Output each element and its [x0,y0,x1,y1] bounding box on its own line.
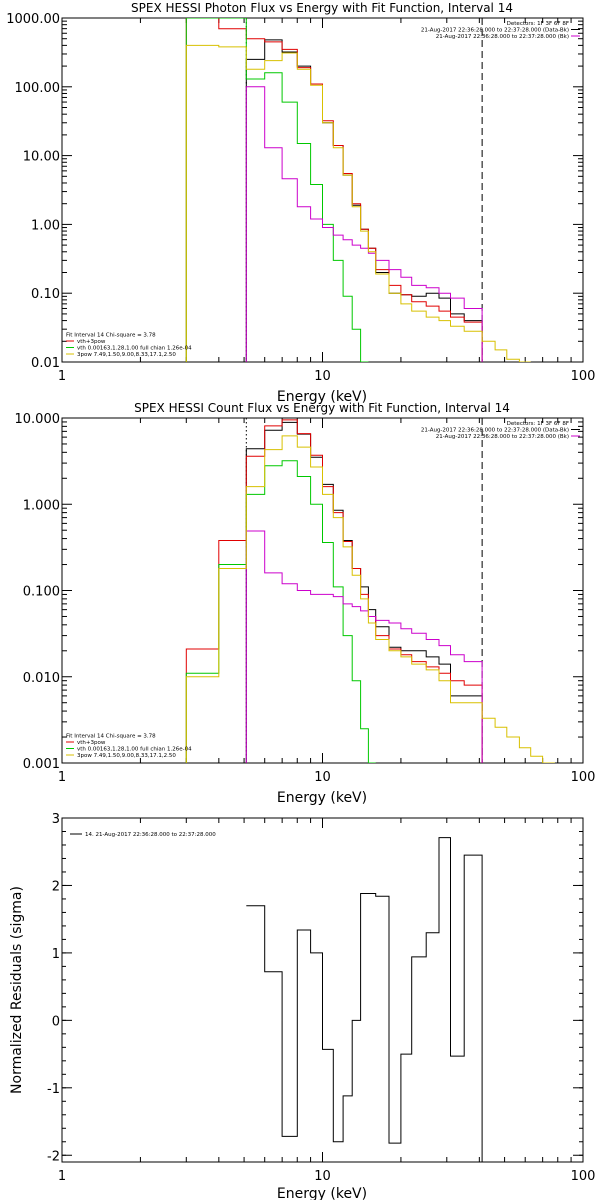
photon-flux-y-tick-label: 1000.00 [6,12,60,27]
count-flux-x-tick-label: 100 [571,770,596,785]
count-flux-series-1-line [185,419,483,763]
count-flux-series-2-line [185,460,376,763]
photon-flux-title: SPEX HESSI Photon Flux vs Energy with Fi… [131,1,513,15]
count-flux-info-text: 21-Aug-2017 22:36:28.000 to 22:37:28.000… [436,434,569,440]
count-flux-y-tick-label: 1.000 [23,498,60,513]
photon-flux-y-tick-label: 10.00 [23,150,60,165]
count-flux-legend-text: 3pow 7.49,1.50,9.00,8.33,17.1,2.50 [77,753,176,759]
count-flux-y-tick-label: 0.100 [23,585,60,600]
residuals-y-tick-label: -2 [47,1149,60,1164]
count-flux-y-tick-label: 0.001 [23,757,60,772]
residuals-y-axis-label: Normalized Residuals (sigma) [9,886,25,1094]
photon-flux-y-tick-label: 100.00 [15,81,61,96]
photon-flux-series-1-line [185,18,483,362]
photon-flux-panel: SPEX HESSI Photon Flux vs Energy with Fi… [6,1,595,405]
count-flux-series-4-line [185,435,555,763]
count-flux-y-tick-label: 0.010 [23,671,60,686]
photon-flux-x-axis-label: Energy (keV) [277,389,367,405]
residuals-y-tick-label: 1 [52,947,60,962]
photon-flux-series-2-line [185,18,369,362]
photon-flux-legend-text: vth 0.00163,1.28,1.00 full chian 1.26e-0… [77,346,192,352]
count-flux-series-group [185,419,555,763]
photon-flux-x-tick-label: 100 [571,369,596,384]
residuals-x-axis-label: Energy (keV) [277,1186,367,1200]
count-flux-y-tick-label: 10.000 [15,412,61,427]
count-flux-title: SPEX HESSI Count Flux vs Energy with Fit… [134,401,510,415]
residuals-y-tick-label: 3 [52,812,60,827]
photon-flux-legend-text: vth+3pow [77,339,106,345]
count-flux-info-text: 21-Aug-2017 22:36:28.000 to 22:37:28.000… [421,428,569,434]
count-flux-legend-header: Fit Interval 14 Chi-square = 3.78 [66,734,156,740]
photon-flux-info-text: 21-Aug-2017 22:36:28.000 to 22:37:28.000… [436,34,569,40]
residuals-panel: 1 10 100 -2 -1 0 1 2 3 14. 21-Aug-2017 22:36:28.0… [9,812,595,1200]
photon-flux-legend-header: Fit Interval 14 Chi-square = 3.78 [66,333,156,339]
count-flux-series-0-line [245,421,483,763]
photon-flux-plot-area: 1 10 100 0.01 0.10 1.00 10.00 100.00 1000.00 Dete… [6,12,595,384]
count-flux-x-tick-label: 10 [314,770,331,785]
photon-flux-x-tick-label: 1 [58,369,66,384]
count-flux-x-axis-label: Energy (keV) [277,790,367,806]
residuals-series-0-line [246,837,483,1162]
residuals-x-tick-label: 1 [58,1169,66,1184]
residuals-x-tick-label: 10 [314,1169,331,1184]
photon-flux-info-text: Detectors: 1F 3F 6F 8F [507,21,569,27]
photon-flux-series-3-line [245,86,483,362]
photon-flux-series-4-line [185,44,531,362]
photon-flux-series-group [185,18,531,362]
count-flux-legend-text: vth 0.00163,1.28,1.00 full chian 1.26e-0… [77,747,192,753]
photon-flux-x-tick-label: 10 [314,369,331,384]
count-flux-legend-text: vth+3pow [77,740,106,746]
count-flux-plot-area: 1 10 100 0.001 0.010 0.100 1.000 10.000 Detector… [15,412,596,785]
count-flux-panel: SPEX HESSI Count Flux vs Energy with Fit… [15,401,596,806]
photon-flux-y-tick-label: 0.10 [31,287,60,302]
photon-flux-y-tick-label: 0.01 [31,356,60,371]
count-flux-x-tick-label: 1 [58,770,66,785]
photon-flux-legend-text: 3pow 7.49,1.50,9.00,8.33,17.1,2.50 [77,352,176,358]
photon-flux-info-text: 21-Aug-2017 22:36:28.000 to 22:37:28.000… [421,28,569,34]
residuals-y-tick-label: 2 [52,879,60,894]
residuals-plot-area: 1 10 100 -2 -1 0 1 2 3 14. 21-Aug-2017 22:36:28.0… [47,812,595,1184]
residuals-legend-text: 14. 21-Aug-2017 22:36:28.000 to 22:37:28… [85,832,216,838]
residuals-y-tick-label: 0 [52,1014,60,1029]
residuals-series-group [246,837,483,1162]
residuals-y-tick-label: -1 [47,1082,60,1097]
count-flux-info-text: Detectors: 1F 3F 6F 8F [507,421,569,427]
photon-flux-y-tick-label: 1.00 [31,218,60,233]
residuals-x-tick-label: 100 [571,1169,596,1184]
